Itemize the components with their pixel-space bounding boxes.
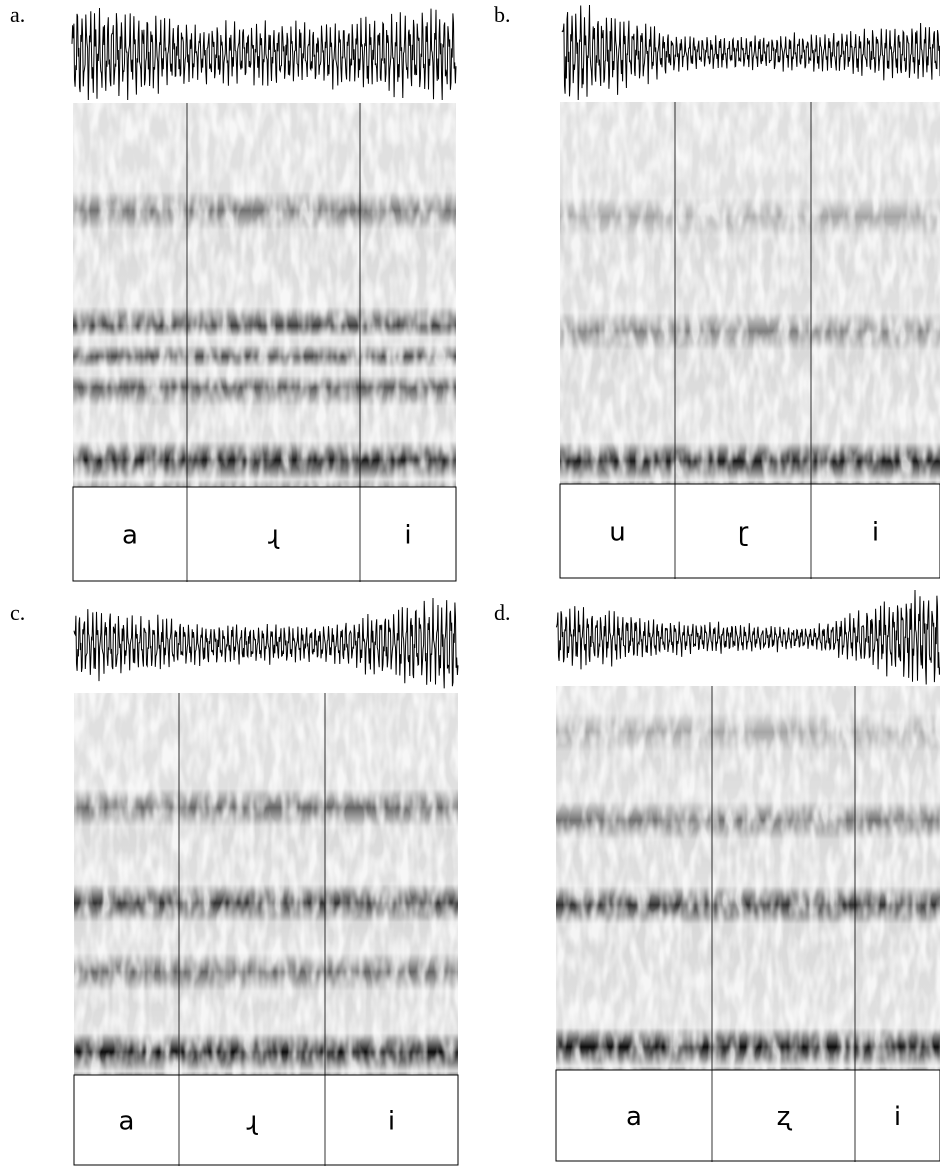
waveform [73,597,459,689]
spectrogram-texture [556,686,940,1070]
spectrogram-texture [73,103,456,487]
segment-tier [555,1069,940,1162]
panel-label: b. [494,2,511,27]
segment-label: ɽ [738,518,749,548]
panel: b. u ɽ i [494,2,940,579]
segment-label: ɻ [247,1107,259,1137]
segment-tier [559,483,940,579]
panel-label: c. [10,600,25,625]
panel-label: a. [10,2,25,27]
panel-label: d. [494,600,511,625]
segment-label: a [119,1107,135,1137]
panel: a. a ɻ i [10,2,457,582]
panel: d. a ʐ i [494,589,940,1162]
segment-label: i [404,521,411,551]
spectrogram-texture [74,693,458,1075]
panel: c. a ɻ i [10,597,459,1166]
segment-tier [72,486,457,582]
segment-label: i [388,1107,395,1137]
spectrogram-texture [560,102,940,484]
waveform [71,7,457,101]
segment-label: ɻ [268,521,280,551]
waveform [561,4,940,101]
segment-tier [73,1074,459,1166]
segment-label: a [626,1102,642,1132]
segment-label: u [609,518,625,548]
segment-label: a [122,521,138,551]
waveform [555,589,940,685]
segment-label: ʐ [777,1102,793,1132]
segment-label: i [872,518,879,548]
segment-label: i [894,1102,901,1132]
